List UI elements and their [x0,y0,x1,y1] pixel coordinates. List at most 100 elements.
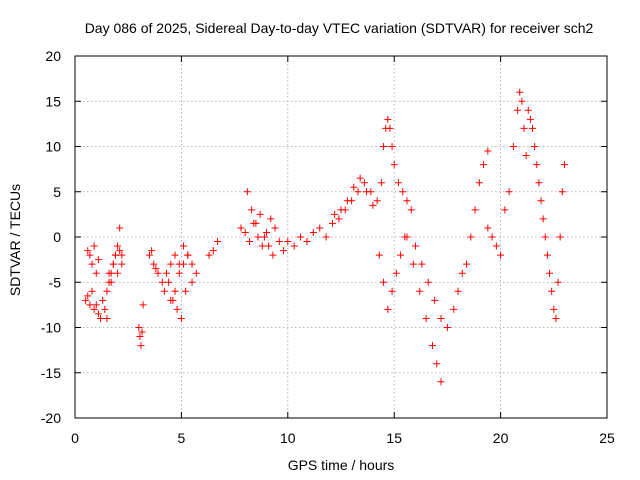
data-point [105,269,113,277]
data-point [556,233,564,241]
data-point [335,215,343,223]
data-point [363,188,371,196]
data-point [533,161,541,169]
data-point [322,233,330,241]
x-tick-label: 5 [178,430,186,446]
data-point [350,183,358,191]
data-point [518,97,526,105]
data-point [399,188,407,196]
data-point [271,224,279,232]
chart-title: Day 086 of 2025, Sidereal Day-to-day VTE… [85,20,594,36]
data-point [409,260,417,268]
data-point [303,238,311,246]
data-point [94,256,102,264]
data-point [171,251,179,259]
data-point [394,179,402,187]
data-point [184,251,192,259]
data-point [275,238,283,246]
data-point [103,287,111,295]
data-point [86,251,94,259]
data-point [397,251,405,259]
y-tick-label: 0 [53,229,61,245]
x-axis-ticks: 0 5 10 15 20 25 [71,56,615,446]
data-point [139,301,147,309]
data-point [97,314,105,322]
data-point [514,106,522,114]
data-point [90,242,98,250]
data-point [284,238,292,246]
data-point [258,242,266,250]
data-point [107,278,115,286]
data-point [375,251,383,259]
data-point [407,206,415,214]
data-point [267,215,275,223]
data-point [526,115,534,123]
data-point [245,238,253,246]
data-point [488,233,496,241]
data-point [114,242,122,250]
data-point [403,197,411,205]
data-point [152,265,160,273]
data-point [90,305,98,313]
data-point [390,161,398,169]
data-point [369,201,377,209]
data-point [471,206,479,214]
data-point [331,210,339,218]
data-point [458,269,466,277]
y-tick-label: 15 [45,93,61,109]
data-point [384,305,392,313]
y-tick-label: 20 [45,48,61,64]
data-point [243,188,251,196]
data-point [543,251,551,259]
data-point [529,124,537,132]
data-point [537,197,545,205]
data-point [111,251,119,259]
data-point [252,219,260,227]
data-point [269,251,277,259]
data-point [429,342,437,350]
data-point [173,305,181,313]
data-point [248,206,256,214]
data-point [84,247,92,255]
data-point [454,287,462,295]
series-2 [135,301,147,350]
data-point [522,152,530,160]
data-point [175,269,183,277]
data-point [260,233,268,241]
data-point [150,260,158,268]
data-point [484,147,492,155]
data-point [136,333,144,341]
data-point [501,206,509,214]
data-point [463,260,471,268]
data-point [94,310,102,318]
data-point [209,247,217,255]
data-point [214,238,222,246]
y-axis-ticks: -20 -15 -10 -5 0 5 10 15 20 [41,48,607,426]
data-point [237,224,245,232]
data-point [380,278,388,286]
data-point [437,378,445,386]
data-point [554,278,562,286]
data-point [411,242,419,250]
data-point [177,314,185,322]
data-point [480,161,488,169]
series-0 [82,242,107,322]
data-points [82,88,568,386]
data-point [520,124,528,132]
data-point [101,305,109,313]
data-point [116,247,124,255]
data-point [84,292,92,300]
data-point [205,251,213,259]
data-point [392,269,400,277]
data-point [467,233,475,241]
data-point [437,314,445,322]
data-point [558,188,566,196]
data-point [263,228,271,236]
data-point [552,314,560,322]
data-point [416,287,424,295]
data-point [418,260,426,268]
data-point [475,179,483,187]
data-point [154,269,162,277]
data-point [431,296,439,304]
